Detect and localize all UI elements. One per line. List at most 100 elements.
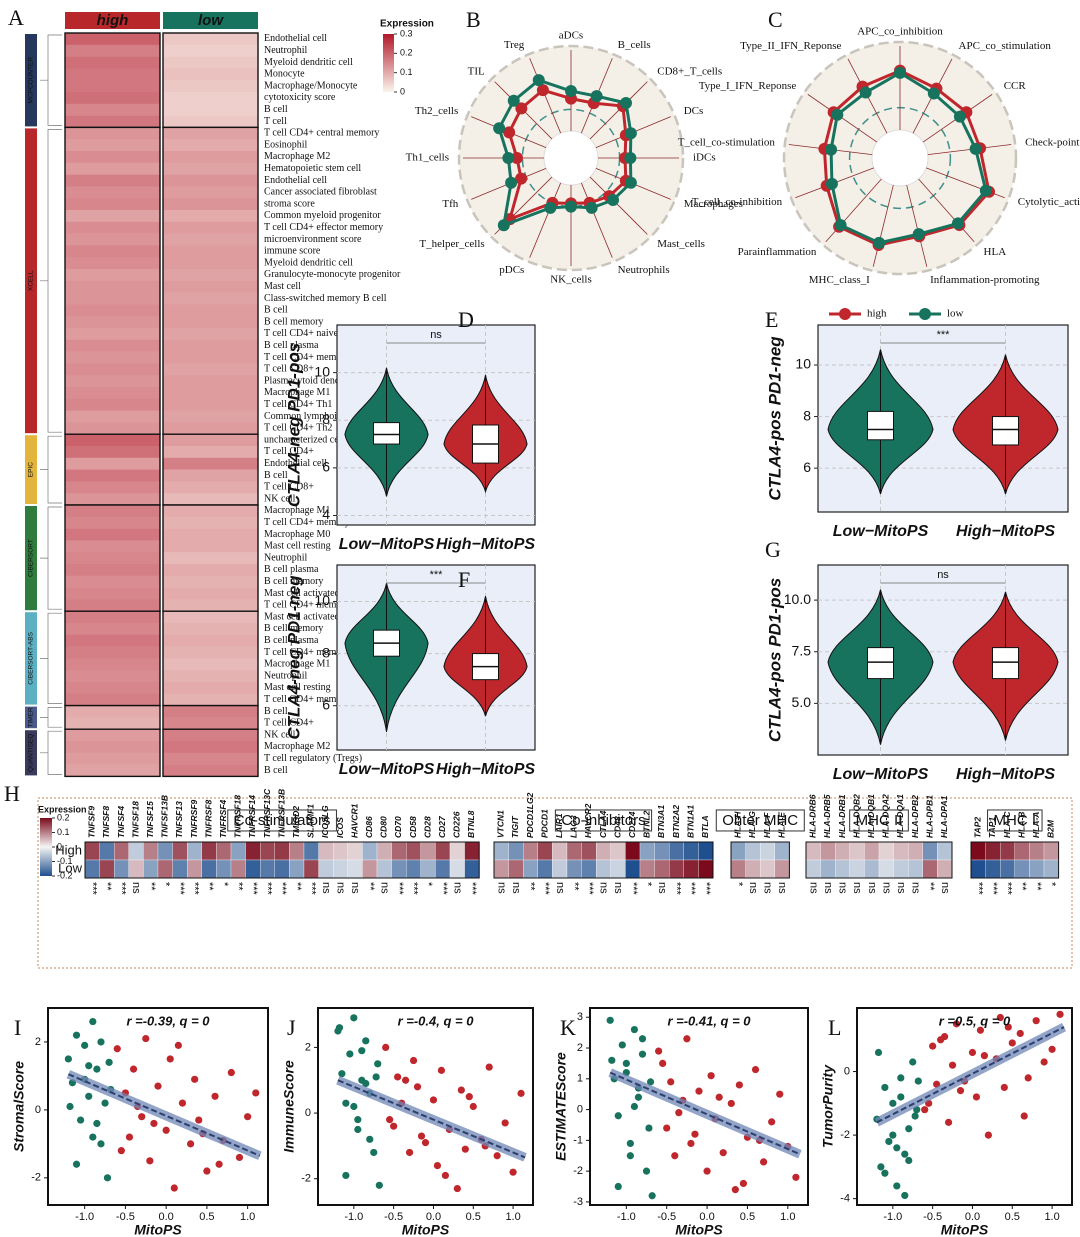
radar-label: Th2_cells xyxy=(415,105,458,117)
heatmap-cell xyxy=(65,729,160,742)
group-border xyxy=(970,841,1060,879)
gene-label: TNFRSF14 xyxy=(247,795,257,838)
row-label: Mast cell activated xyxy=(264,588,340,599)
row-label: Mast cell activated xyxy=(264,611,340,622)
dendrogram xyxy=(40,707,62,728)
sig-label: *** xyxy=(937,329,951,341)
heatmap-cell xyxy=(552,859,568,879)
group-border xyxy=(84,841,480,879)
group-title-box xyxy=(987,809,1043,832)
heatmap-cell xyxy=(65,210,160,223)
row-label: Hematopoietic stem cell xyxy=(264,163,361,174)
method-bar xyxy=(25,730,37,776)
group-border xyxy=(805,841,953,879)
row-label: Cancer associated fibroblast xyxy=(264,187,377,198)
gene-label: CD28 xyxy=(422,816,432,838)
radar-label: TIL xyxy=(468,65,485,77)
heatmap-cell xyxy=(333,859,348,879)
heatmap-cell xyxy=(163,269,258,282)
heatmap-cell xyxy=(65,351,160,364)
heatmap-cell xyxy=(289,841,305,861)
point xyxy=(659,1059,667,1068)
point xyxy=(948,1061,957,1069)
heatmap-cell xyxy=(163,705,258,718)
heatmap-cell xyxy=(922,859,938,879)
sig-label: ns xyxy=(880,882,892,894)
colorbar xyxy=(383,34,394,92)
gene-label: CD86 xyxy=(364,816,374,838)
heatmap-cell xyxy=(65,33,160,46)
gene-label: CD27 xyxy=(437,815,447,838)
heatmap-cell xyxy=(683,841,699,861)
x-tick-label: 0.0 xyxy=(699,1211,714,1223)
group-title: Ohter MHC xyxy=(722,812,798,829)
heatmap-cell xyxy=(163,304,258,317)
heatmap-cell xyxy=(163,115,258,128)
point xyxy=(691,1130,699,1138)
heatmap-cell xyxy=(625,841,641,861)
radar-label: CD8+_T_cells xyxy=(657,65,722,77)
sig-label: *** xyxy=(393,882,405,896)
heatmap-cell xyxy=(163,481,258,494)
point xyxy=(64,1055,72,1063)
gene-label: HLA-B xyxy=(1016,812,1026,838)
heatmap-cell xyxy=(1029,841,1045,861)
row-label: NK cell xyxy=(264,493,296,504)
heatmap-cell xyxy=(289,859,305,879)
heatmap-cell xyxy=(65,56,160,69)
heatmap-cell xyxy=(260,841,275,861)
point xyxy=(776,1090,784,1098)
colorbar xyxy=(40,818,52,876)
x-tick-label: -1.0 xyxy=(883,1211,902,1223)
point xyxy=(683,1035,691,1043)
heatmap-cell xyxy=(566,841,582,861)
heatmap-cell xyxy=(163,198,258,211)
heatmap-cell xyxy=(65,339,160,352)
heatmap-cell xyxy=(163,540,258,553)
x-tick-label: 1.0 xyxy=(780,1211,795,1223)
sig-label: ns xyxy=(598,882,610,894)
method-label: XCELL xyxy=(28,270,35,291)
point xyxy=(667,1078,675,1086)
heatmap-cell xyxy=(274,841,290,861)
heatmap-cell xyxy=(65,80,160,93)
radar-point xyxy=(831,108,844,121)
annotation: r =-0.4, q = 0 xyxy=(398,1013,475,1028)
point xyxy=(984,1131,992,1139)
heatmap-cell xyxy=(163,516,258,529)
y-axis-label: CTLA4-neg PD1-pos xyxy=(284,343,303,507)
sig-label: *** xyxy=(174,882,186,896)
row-label: Macrophage/Monocyte xyxy=(264,80,358,91)
gene-label: LAIR1 xyxy=(554,813,564,838)
x-tick-label: -0.5 xyxy=(923,1211,942,1223)
heatmap-cell xyxy=(406,841,421,861)
radar-label: T_helper_cells xyxy=(419,238,484,250)
row-label: microenvironment score xyxy=(264,234,362,245)
row-label: B cell plasma xyxy=(264,635,319,646)
gene-label: HLA-DRB1 xyxy=(837,794,847,838)
row-label: T cell CD4+ xyxy=(264,718,314,729)
legend-marker xyxy=(919,308,931,320)
sig-label: * xyxy=(218,882,230,887)
heatmap-cell xyxy=(65,198,160,211)
sig-label: ns xyxy=(554,882,566,894)
point xyxy=(956,1087,965,1095)
row-label: Macrophage M1 xyxy=(264,387,330,398)
sig-label: ns xyxy=(656,882,668,894)
sig-label: ns xyxy=(495,882,507,894)
heatmap-cell xyxy=(303,841,319,861)
radar-point xyxy=(927,87,940,100)
heatmap-cell xyxy=(420,841,436,861)
group-title: Co-stimulators xyxy=(234,812,331,829)
point xyxy=(707,1072,715,1080)
heatmap-cell xyxy=(65,493,160,506)
radar-line xyxy=(822,68,991,247)
point xyxy=(901,1191,909,1200)
row-label: Endothelial cell xyxy=(264,458,327,469)
gene-label: TNFSF13 xyxy=(174,801,184,838)
heatmap-cell xyxy=(820,841,836,861)
row-label: Neutrophil xyxy=(264,670,308,681)
radar-label: CCR xyxy=(1004,80,1027,92)
point xyxy=(72,1160,81,1168)
point xyxy=(125,1133,134,1141)
